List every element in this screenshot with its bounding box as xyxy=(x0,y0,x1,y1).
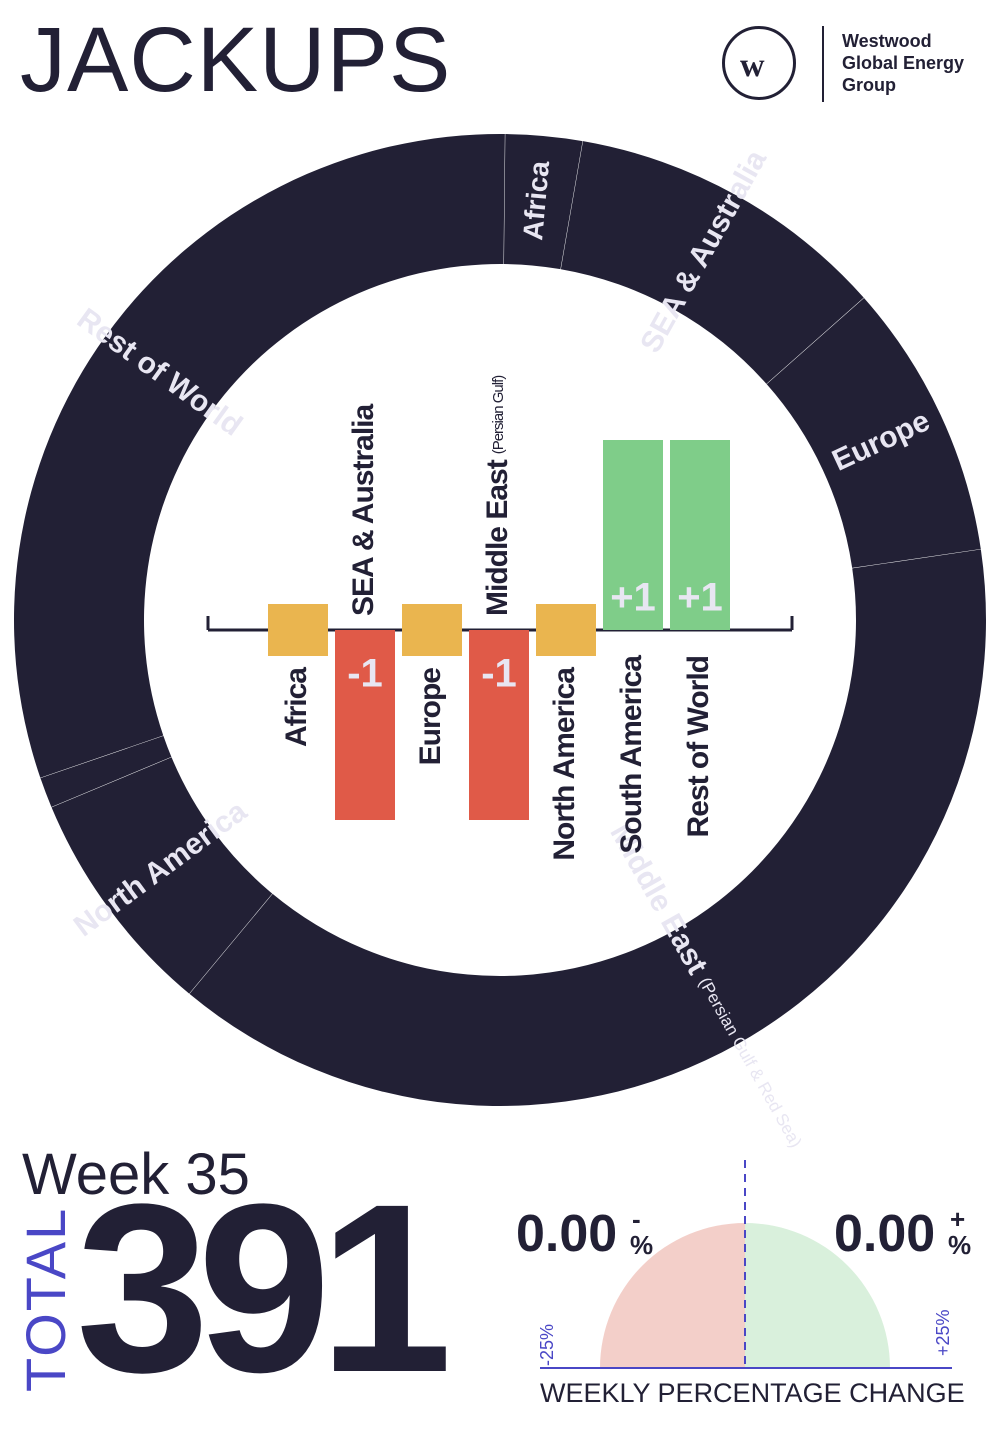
page-title: JACKUPS xyxy=(20,9,452,111)
bar-category-note-middle-east: (Persian Gulf) xyxy=(490,375,507,455)
positive-percentage: 0.00 xyxy=(834,1205,936,1263)
logo-circle-icon: w xyxy=(722,26,796,100)
gauge-caption: WEEKLY PERCENTAGE CHANGE xyxy=(540,1378,965,1408)
bar-value-sea-and-australia: -1 xyxy=(347,652,383,696)
donut-label-africa: Africa xyxy=(517,159,555,241)
bar-value-rest-of-world: +1 xyxy=(677,576,723,620)
donut-slice-rest-of-world xyxy=(13,133,505,778)
bar-value-middle-east: -1 xyxy=(481,652,517,696)
bar-rest-of-world xyxy=(670,440,730,630)
donut-chart: Africa SEA & Australia Europe Middle East(P… xyxy=(13,133,986,1154)
westwood-logo: w Westwood Global Energy Group xyxy=(722,26,992,106)
negative-percent-sign: % xyxy=(630,1230,654,1260)
bar-category-south-america: South America xyxy=(615,655,648,854)
positive-percent-sign: % xyxy=(948,1230,972,1260)
logo-line-2: Global Energy xyxy=(842,53,965,73)
bar-middle-east xyxy=(469,630,529,820)
donut-slice-south-america xyxy=(40,735,172,807)
bar-sea-and-australia xyxy=(335,630,395,820)
logo-text: Westwood Global Energy Group xyxy=(842,30,964,96)
bar-north-america xyxy=(536,604,596,656)
negative-percentage: 0.00 xyxy=(516,1205,618,1263)
bar-category-rest-of-world: Rest of World xyxy=(682,656,715,837)
positive-sign: + xyxy=(950,1204,966,1234)
bar-category-middle-east: Middle East(Persian Gulf) xyxy=(481,375,514,616)
bar-category-europe: Europe xyxy=(414,668,447,766)
bar-south-america xyxy=(603,440,663,630)
logo-line-1: Westwood xyxy=(842,31,932,51)
gauge-max-label: +25% xyxy=(933,1309,953,1356)
week-label: Week 35 xyxy=(22,1142,250,1207)
logo-line-3: Group xyxy=(842,75,896,95)
logo-divider xyxy=(822,26,824,102)
logo-mark: w xyxy=(740,47,765,84)
percentage-gauge xyxy=(540,1160,952,1369)
negative-sign: - xyxy=(632,1204,641,1234)
weekly-change-bar-chart: Africa -1 SEA & Australia Europe -1 Middle Ea… xyxy=(206,375,794,861)
bar-europe xyxy=(402,604,462,656)
donut-slice-middle-east xyxy=(189,549,986,1106)
bar-category-north-america: North America xyxy=(548,667,581,861)
bar-africa xyxy=(268,604,328,656)
bar-category-africa: Africa xyxy=(280,667,313,747)
bar-category-sea-and-australia: SEA & Australia xyxy=(347,404,380,616)
donut-slice-europe xyxy=(766,297,981,568)
bar-value-south-america: +1 xyxy=(610,576,656,620)
total-label: TOTAL xyxy=(14,1206,77,1392)
donut-slice-africa xyxy=(503,134,583,270)
total-value: 391 xyxy=(76,1154,452,1422)
donut-slice-sea-and-australia xyxy=(560,141,864,384)
donut-slice-north-america xyxy=(51,757,273,994)
gauge-negative-half xyxy=(600,1223,745,1368)
gauge-min-label: -25% xyxy=(537,1323,557,1366)
gauge-positive-half xyxy=(745,1223,890,1368)
